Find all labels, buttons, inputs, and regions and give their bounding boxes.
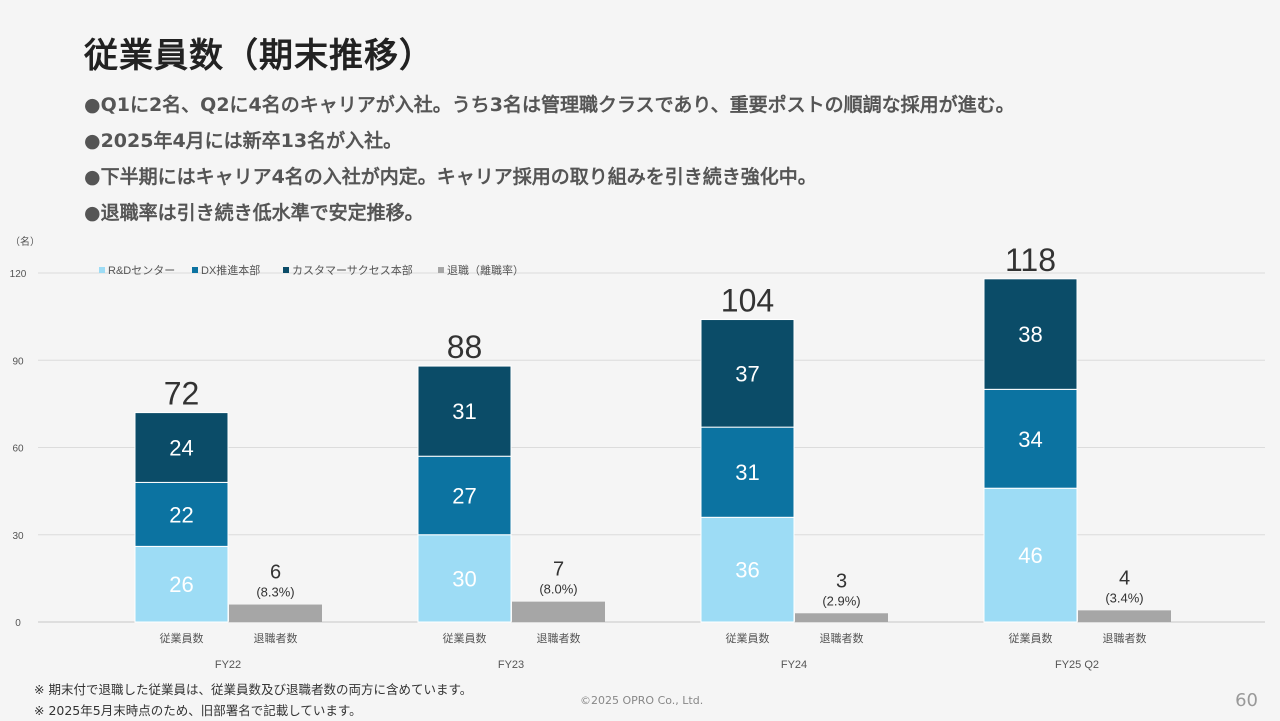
total-label: 88 bbox=[447, 329, 483, 365]
legend-marker bbox=[192, 267, 198, 273]
bar-segment bbox=[700, 319, 795, 428]
retirement-bar bbox=[1078, 610, 1171, 622]
copyright: ©2025 OPRO Co., Ltd. bbox=[580, 694, 704, 707]
segment-value-label: 46 bbox=[1018, 543, 1042, 568]
segment-value-label: 36 bbox=[735, 558, 759, 583]
legend-marker bbox=[438, 267, 444, 273]
retirement-bar bbox=[512, 601, 605, 622]
period-label: FY25 Q2 bbox=[1055, 659, 1099, 671]
segment-value-label: 26 bbox=[169, 572, 193, 597]
bar-segment bbox=[417, 365, 512, 457]
segment-value-label: 22 bbox=[169, 502, 193, 527]
bullet-4: ●退職率は引き続き低水準で安定推移。 bbox=[84, 202, 424, 224]
bar-category-label: 従業員数 bbox=[443, 632, 487, 645]
retirement-rate-label: (8.0%) bbox=[539, 582, 577, 597]
period-label: FY22 bbox=[215, 659, 241, 671]
bar-segment bbox=[134, 545, 229, 623]
page-title: 従業員数（期末推移） bbox=[84, 36, 434, 76]
segment-value-label: 37 bbox=[735, 361, 759, 386]
employee-count-chart: 0 30 60 90 120 （名） R&Dセンター DX推進本部 カスタマーサクセス本部 退職（… bbox=[10, 235, 1265, 671]
y-tick-label: 90 bbox=[12, 356, 24, 367]
period-label: FY24 bbox=[781, 659, 807, 671]
bullet-3: ●下半期にはキャリア4名の入社が内定。キャリア採用の取り組みを引き続き強化中。 bbox=[84, 166, 817, 188]
bar-category-label: 退職者数 bbox=[820, 632, 864, 645]
segment-value-label: 31 bbox=[452, 399, 476, 424]
bullet-2: ●2025年4月には新卒13名が入社。 bbox=[84, 130, 403, 152]
retirement-bar bbox=[795, 613, 888, 622]
bar-segment bbox=[983, 487, 1078, 623]
legend-label: R&Dセンター bbox=[108, 264, 175, 277]
retirement-value-label: 3 bbox=[836, 570, 847, 592]
period-label: FY23 bbox=[498, 659, 524, 671]
segment-value-label: 38 bbox=[1018, 322, 1042, 347]
bullet-1: ●Q1に2名、Q2に4名のキャリアが入社。うち3名は管理職クラスであり、重要ポス… bbox=[84, 94, 1015, 116]
bar-segment bbox=[134, 481, 229, 547]
total-label: 72 bbox=[164, 376, 200, 412]
footnote-1: ※ 期末付で退職した従業員は、従業員数及び退職者数の両方に含めています。 bbox=[34, 682, 473, 697]
legend-label: カスタマーサクセス本部 bbox=[292, 263, 413, 277]
footnote-2: ※ 2025年5月末時点のため、旧部署名で記載しています。 bbox=[34, 703, 362, 718]
bar-segment bbox=[134, 412, 229, 483]
retirement-value-label: 6 bbox=[270, 562, 281, 584]
bar-category-label: 退職者数 bbox=[1103, 632, 1147, 645]
y-tick-label: 120 bbox=[10, 269, 27, 280]
retirement-rate-label: (3.4%) bbox=[1105, 590, 1143, 605]
y-axis-unit: （名） bbox=[10, 235, 40, 248]
y-tick-label: 60 bbox=[12, 444, 24, 455]
segment-value-label: 30 bbox=[452, 566, 476, 591]
bar-category-label: 従業員数 bbox=[726, 632, 770, 645]
segment-value-label: 27 bbox=[452, 483, 476, 508]
bar-segment bbox=[983, 388, 1078, 489]
retirement-rate-label: (2.9%) bbox=[822, 593, 860, 608]
total-label: 118 bbox=[1005, 242, 1056, 278]
total-label: 104 bbox=[721, 283, 774, 319]
segment-value-label: 34 bbox=[1018, 427, 1042, 452]
retirement-value-label: 7 bbox=[553, 559, 564, 581]
summary-bullets: ●Q1に2名、Q2に4名のキャリアが入社。うち3名は管理職クラスであり、重要ポス… bbox=[84, 88, 1015, 232]
retirement-value-label: 4 bbox=[1119, 567, 1130, 589]
bar-category-label: 退職者数 bbox=[254, 632, 298, 645]
legend-marker bbox=[99, 267, 105, 273]
page-number: 60 bbox=[1235, 690, 1258, 711]
bar-category-label: 従業員数 bbox=[160, 632, 204, 645]
y-tick-label: 30 bbox=[12, 531, 24, 542]
retirement-rate-label: (8.3%) bbox=[256, 585, 294, 600]
retirement-bar bbox=[229, 604, 322, 622]
y-tick-label: 0 bbox=[15, 618, 21, 629]
segment-value-label: 24 bbox=[169, 436, 193, 461]
legend-label: 退職（離職率） bbox=[447, 263, 524, 277]
segment-value-label: 31 bbox=[735, 460, 759, 485]
bar-segment bbox=[700, 516, 795, 623]
legend-marker bbox=[283, 267, 289, 273]
bar-segment bbox=[983, 278, 1078, 390]
bar-category-label: 従業員数 bbox=[1009, 632, 1053, 645]
bar-category-label: 退職者数 bbox=[537, 632, 581, 645]
footnotes: ※ 期末付で退職した従業員は、従業員数及び退職者数の両方に含めています。 ※ 2… bbox=[34, 679, 472, 721]
legend-label: DX推進本部 bbox=[201, 263, 260, 277]
bar-segment bbox=[700, 426, 795, 518]
